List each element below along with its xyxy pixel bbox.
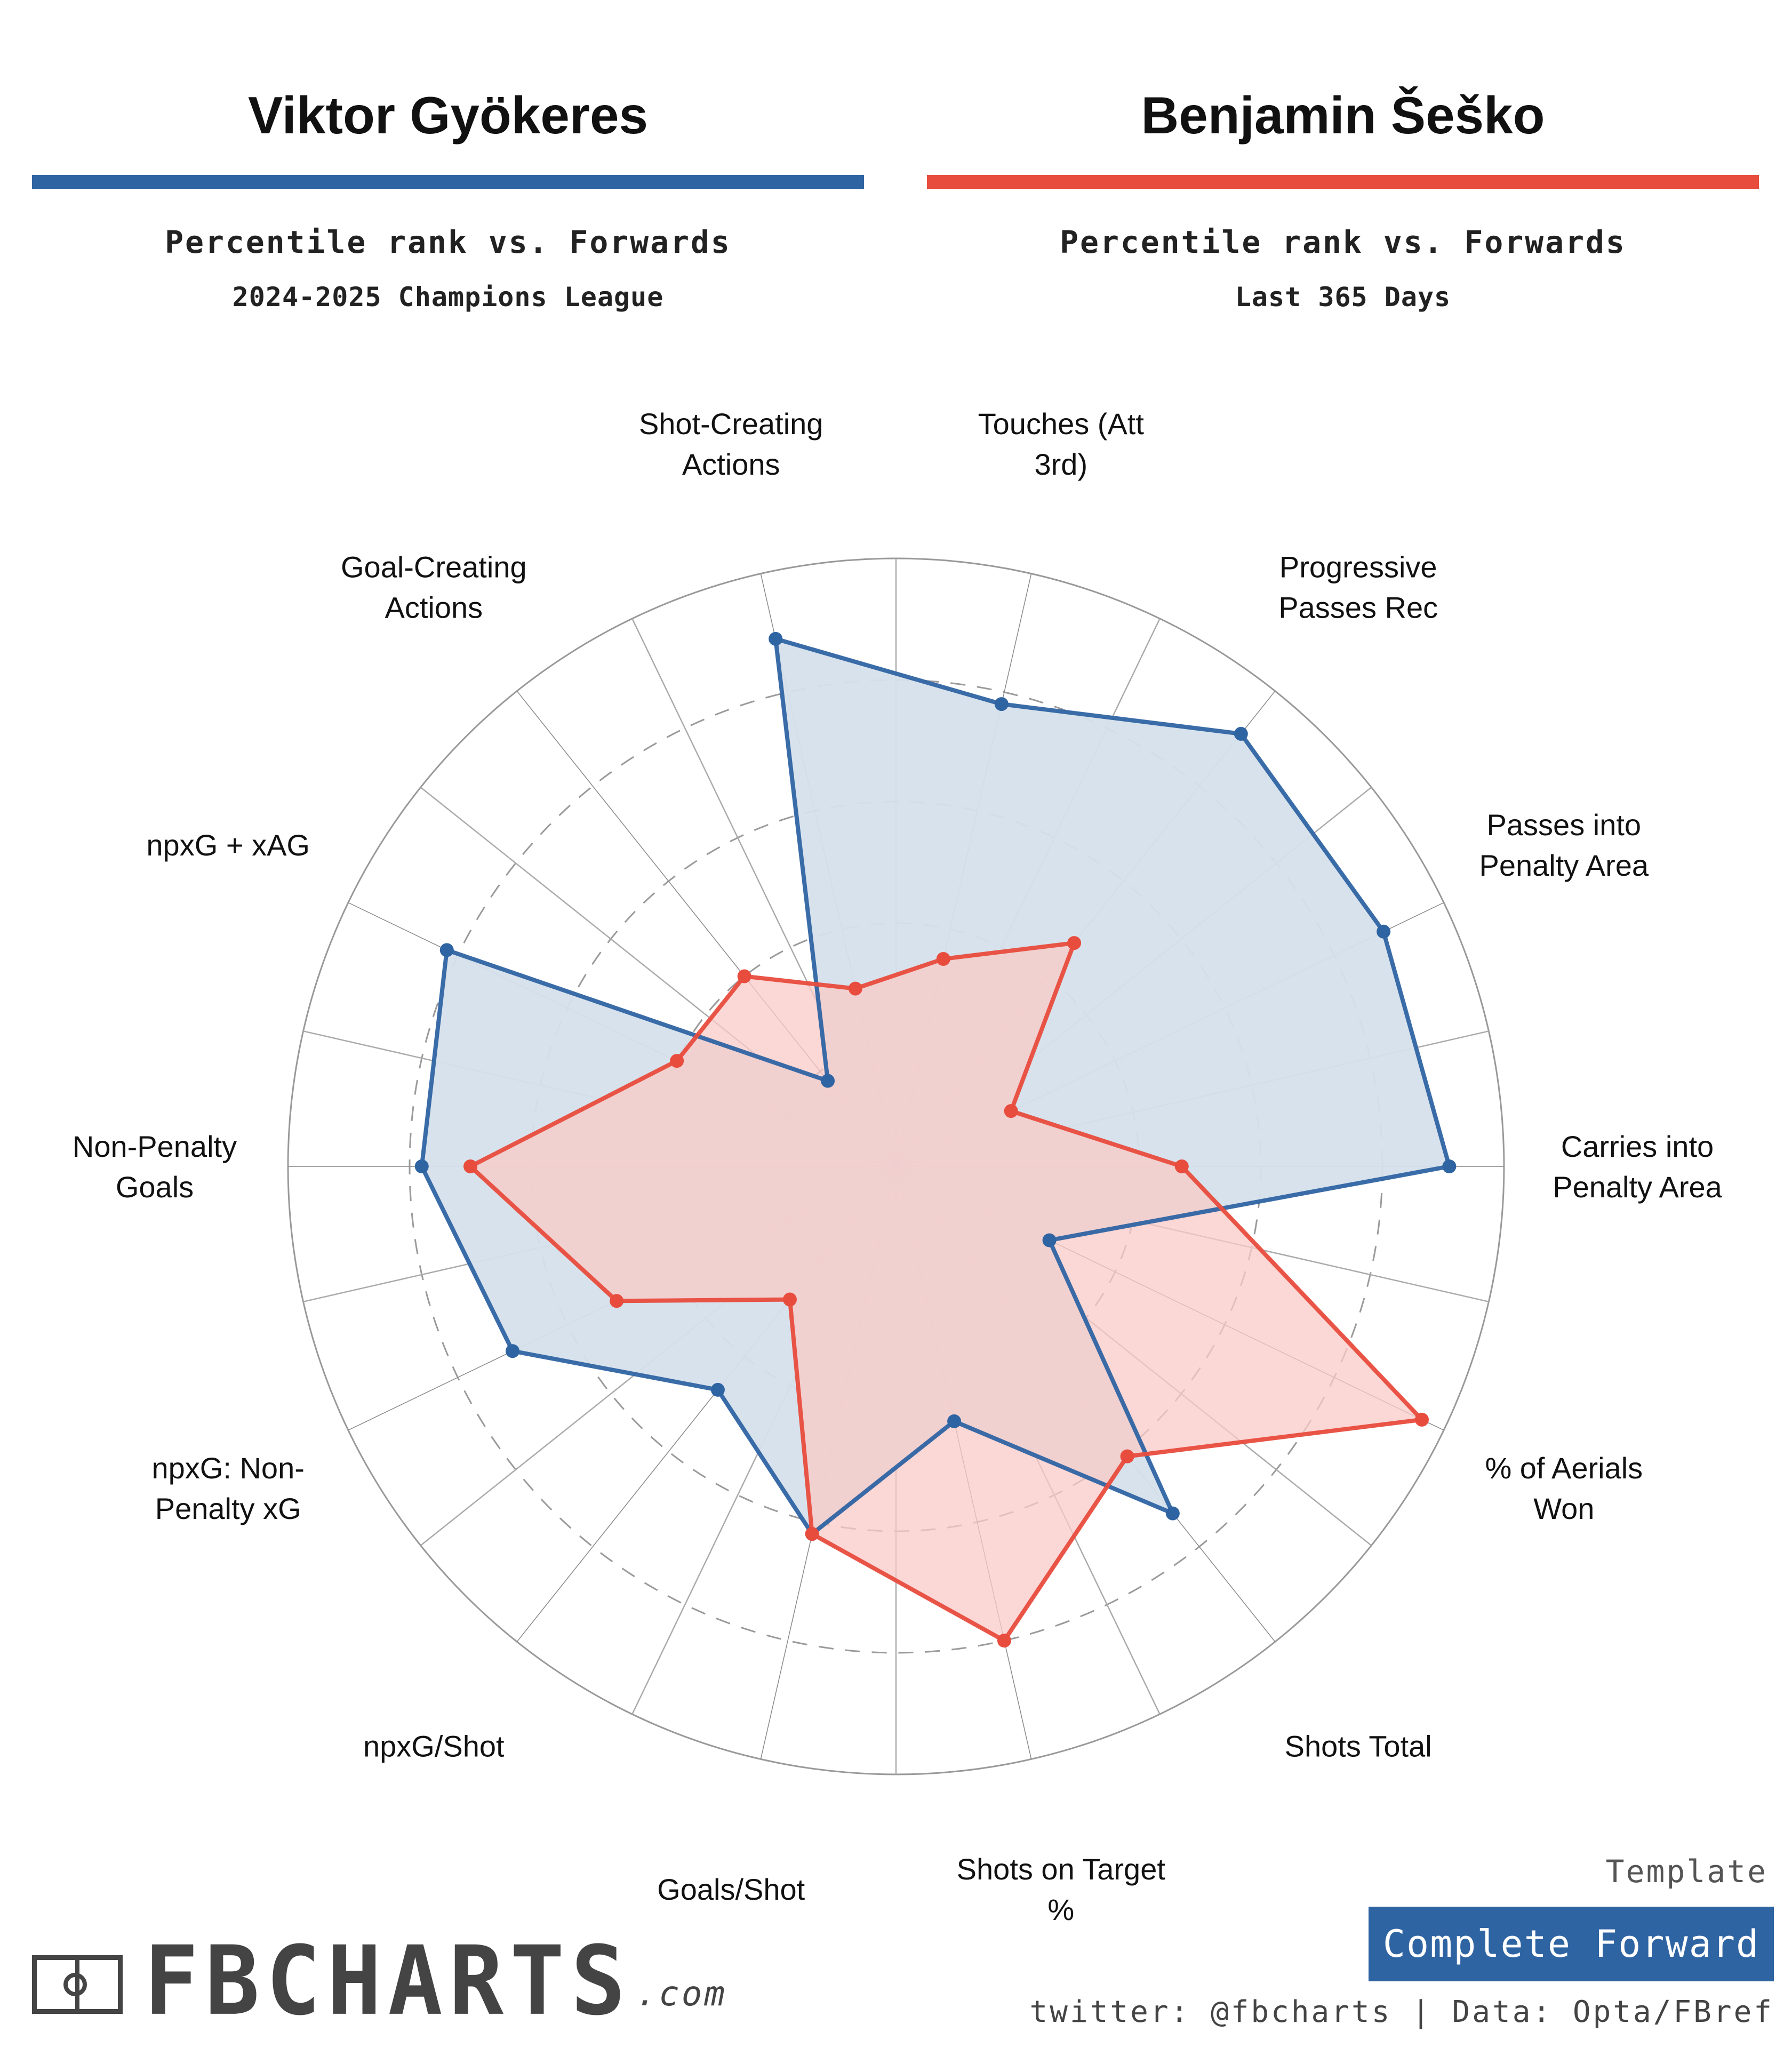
series-2-point-8 (670, 1054, 684, 1068)
series-fill-2 (470, 943, 1422, 1641)
series-2-point-13 (1004, 1104, 1018, 1118)
player-2-competition: Last 365 Days (1235, 282, 1451, 313)
series-2-point-9 (737, 969, 751, 983)
axis-label-2: Shots Total (1285, 1730, 1432, 1763)
axis-label-5: npxG/Shot (363, 1730, 505, 1763)
pitch-icon (32, 1955, 123, 2014)
player-1-name: Viktor Gyökeres (248, 86, 648, 145)
logo-suffix: .com (636, 1974, 727, 2014)
axis-label-10: Shot-Creating Actions (639, 407, 823, 481)
template-label: Template (1605, 1853, 1767, 1890)
series-1-point-9 (821, 1074, 835, 1088)
series-1-point-0 (1442, 1159, 1457, 1173)
axis-label-12: Progressive Passes Rec (1278, 550, 1438, 624)
axis-label-3: Shots on Target% (957, 1852, 1166, 1926)
axis-label-13: Passes into Penalty Area (1479, 808, 1649, 882)
series-2-point-10 (848, 981, 862, 996)
series-2-point-2 (1120, 1449, 1134, 1463)
player-2-subtitle: Percentile rank vs. Forwards (1060, 224, 1626, 260)
player-2-color-bar (927, 175, 1759, 189)
series-1-point-10 (769, 631, 783, 646)
axis-label-1: % of Aerials Won (1485, 1451, 1643, 1525)
series-1-point-3 (947, 1414, 962, 1428)
axis-label-6: npxG: Non-Penalty xG (152, 1451, 305, 1525)
series-2-point-3 (997, 1634, 1011, 1648)
radar-axis-labels: Carries into Penalty Area % of Aerials Won S… (73, 407, 1723, 1926)
axis-label-4: Goals/Shot (657, 1873, 805, 1906)
series-1-point-6 (506, 1344, 520, 1358)
axis-label-8: npxG + xAG (146, 828, 310, 862)
series-2-point-6 (610, 1294, 624, 1308)
fbcharts-logo: FBCHARTS .com (32, 1926, 727, 2037)
player-1-color-bar (32, 175, 864, 189)
series-1-point-7 (414, 1159, 429, 1173)
series-2-point-12 (1067, 936, 1082, 950)
logo-text: FBCHARTS (144, 1926, 632, 2037)
series-1-point-13 (1377, 924, 1391, 939)
template-name-badge: Complete Forward (1369, 1907, 1774, 1981)
player-2-name: Benjamin Šeško (1141, 86, 1545, 145)
series-1-point-12 (1234, 726, 1248, 741)
series-2-point-5 (782, 1292, 797, 1307)
axis-label-9: Goal-Creating Actions (341, 550, 527, 624)
radar-series (414, 631, 1457, 1648)
data-credit: twitter: @fbcharts | Data: Opta/FBref (1029, 1995, 1774, 2029)
series-2-point-1 (1415, 1412, 1429, 1427)
series-2-point-7 (463, 1159, 477, 1173)
series-2-point-11 (936, 952, 950, 966)
axis-label-0: Carries into Penalty Area (1553, 1130, 1722, 1204)
axis-label-11: Touches (Att 3rd) (978, 407, 1145, 481)
axis-label-7: Non-Penalty Goals (73, 1130, 237, 1204)
series-1-point-1 (1042, 1233, 1057, 1247)
series-1-point-11 (994, 697, 1009, 711)
series-2-point-0 (1174, 1159, 1189, 1173)
player-1-competition: 2024-2025 Champions League (232, 282, 664, 313)
series-2-point-4 (805, 1527, 819, 1541)
series-1-point-2 (1165, 1506, 1180, 1521)
series-1-point-5 (710, 1382, 725, 1397)
series-1-point-8 (439, 943, 454, 957)
player-1-subtitle: Percentile rank vs. Forwards (165, 224, 731, 260)
